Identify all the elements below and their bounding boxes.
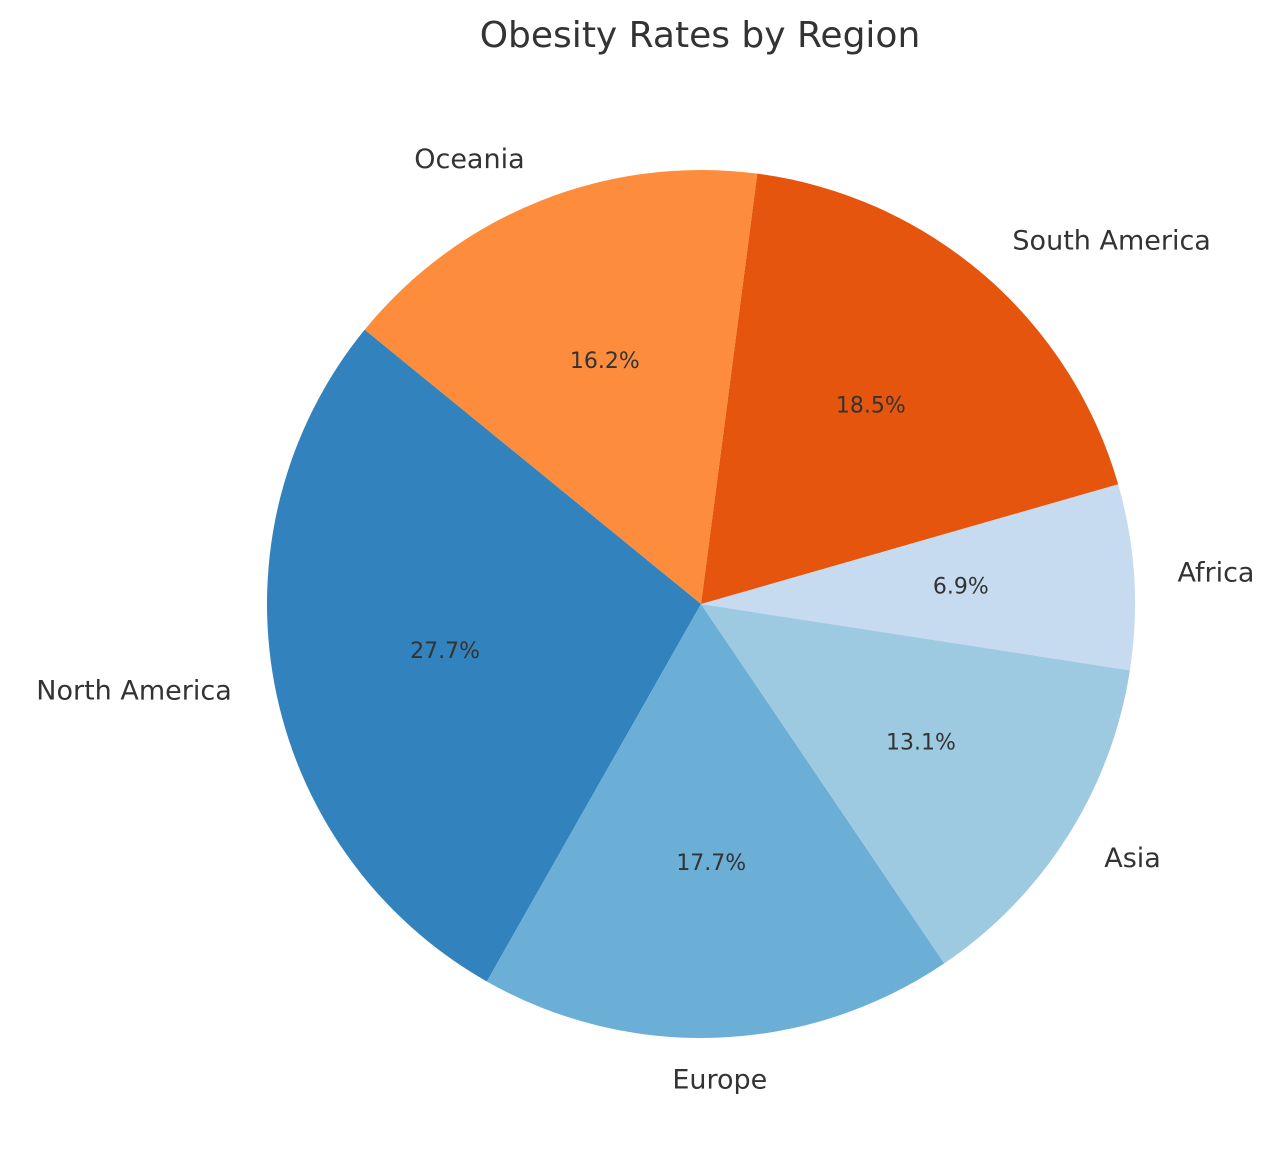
slice-percent-oceania: 16.2% (570, 349, 640, 374)
slice-label-south-america: South America (1012, 226, 1210, 257)
pie-slice-africa (701, 484, 1135, 671)
pie-labels: Africa 6.9% South America 18.5% Oceania 16.2%… (36, 144, 1254, 1096)
slice-label-north-america: North America (36, 675, 231, 706)
slice-label-oceania: Oceania (414, 144, 524, 175)
pie-slice-asia (701, 604, 1130, 964)
pie-slice-oceania (364, 170, 758, 604)
pie-slice-south-america (701, 173, 1119, 604)
pie-slice-europe (486, 604, 945, 1038)
pie-slice-north-america (267, 329, 701, 982)
pie-slices (267, 170, 1135, 1038)
slice-percent-africa: 6.9% (933, 575, 989, 600)
slice-label-asia: Asia (1104, 843, 1161, 874)
slice-percent-europe: 17.7% (676, 851, 746, 876)
slice-label-africa: Africa (1177, 557, 1254, 588)
slice-percent-north-america: 27.7% (410, 639, 480, 664)
slice-label-europe: Europe (672, 1065, 767, 1096)
slice-percent-asia: 13.1% (886, 730, 956, 755)
chart-title: Obesity Rates by Region (480, 15, 921, 56)
slice-percent-south-america: 18.5% (836, 394, 906, 419)
